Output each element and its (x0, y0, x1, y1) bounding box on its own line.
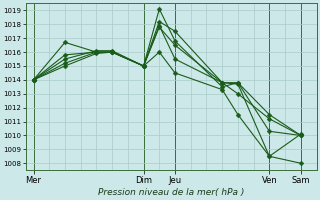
X-axis label: Pression niveau de la mer( hPa ): Pression niveau de la mer( hPa ) (98, 188, 244, 197)
